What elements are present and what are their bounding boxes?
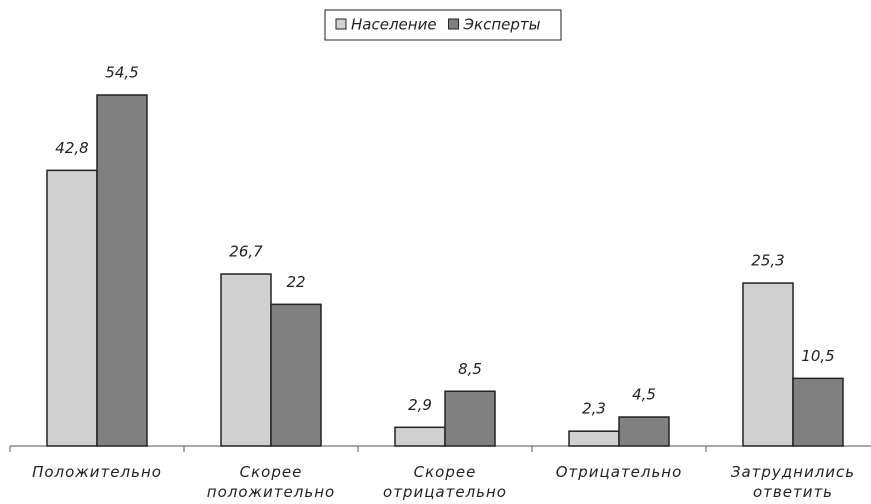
data-label: 8,5 (458, 360, 482, 378)
legend-swatch (335, 18, 347, 30)
x-tick-label: Скорее положительно (206, 463, 336, 501)
x-tick-label: Положительно (32, 463, 162, 481)
x-tick-label: Отрицательно (555, 463, 683, 481)
legend-label: Эксперты (463, 16, 541, 34)
data-label: 10,5 (801, 347, 834, 365)
bar (792, 377, 844, 447)
bar (46, 169, 98, 447)
bar (394, 426, 446, 447)
bar (270, 303, 322, 447)
bar (96, 94, 148, 447)
bar (618, 416, 670, 447)
legend-label: Население (351, 16, 437, 34)
bar (742, 282, 794, 447)
data-label: 4,5 (632, 386, 656, 404)
data-label: 25,3 (751, 252, 784, 270)
data-label: 42,8 (55, 139, 88, 157)
bar (444, 390, 496, 447)
x-tick-label: Затруднились ответить (730, 463, 856, 501)
bar (220, 273, 272, 447)
data-label: 54,5 (105, 64, 138, 82)
data-label: 22 (286, 273, 305, 291)
data-label: 26,7 (229, 243, 263, 261)
data-label: 2,3 (582, 400, 606, 418)
legend-swatch (448, 18, 460, 30)
data-label: 2,9 (408, 396, 432, 414)
bar (568, 430, 620, 447)
legend-box (324, 9, 562, 41)
x-tick-label: Скорее отрицательно (383, 463, 507, 501)
